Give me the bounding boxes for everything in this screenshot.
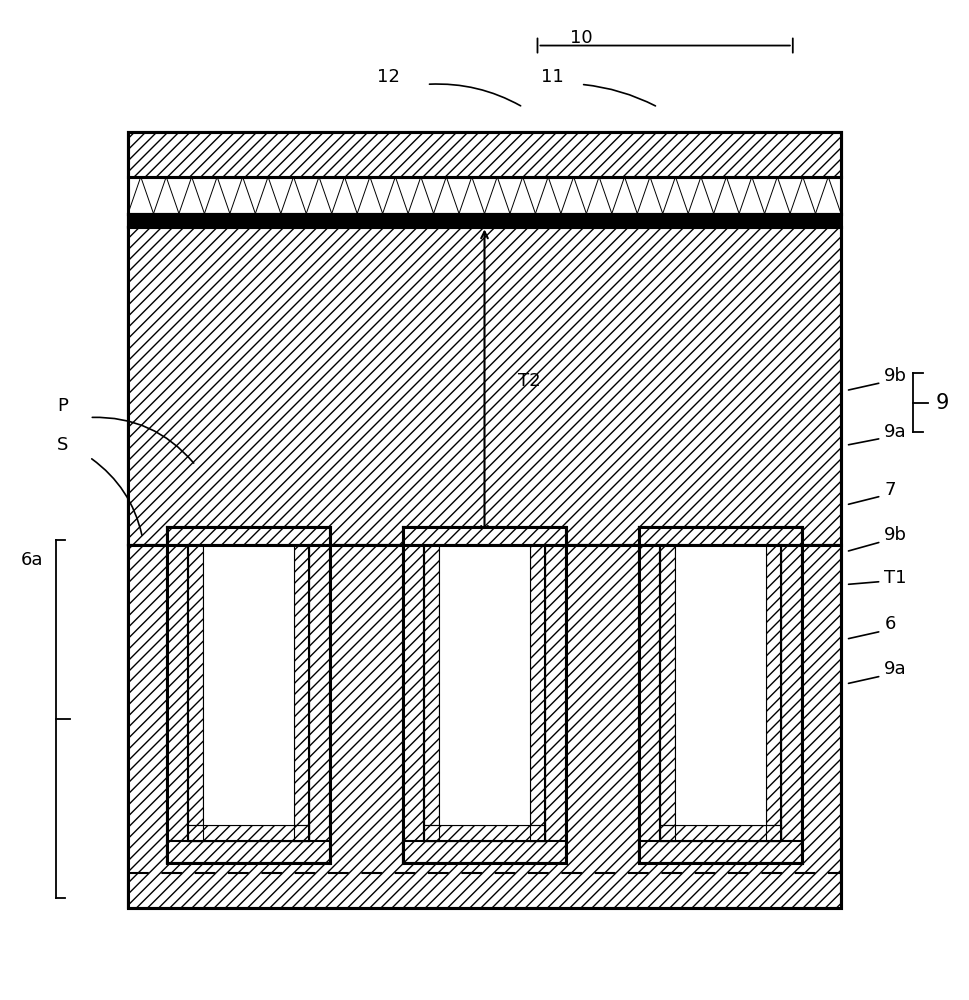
Bar (660, 545, 781, 841)
Bar (203, 545, 294, 825)
Text: T1: T1 (885, 569, 907, 587)
Bar (766, 545, 781, 841)
Bar (660, 545, 675, 841)
Bar (309, 545, 330, 863)
Bar (188, 545, 309, 841)
Text: 10: 10 (570, 29, 592, 47)
Bar (188, 825, 309, 841)
Bar (675, 545, 766, 825)
Bar (423, 825, 546, 841)
Text: 9: 9 (935, 393, 949, 413)
Bar (402, 527, 567, 545)
Bar (546, 545, 567, 863)
Bar (530, 545, 546, 841)
Bar (660, 825, 781, 841)
Bar (167, 545, 188, 863)
Text: 9a: 9a (885, 660, 907, 678)
Bar (128, 132, 841, 908)
Bar (128, 132, 841, 177)
Bar (128, 214, 841, 227)
Bar (167, 527, 330, 545)
Bar (128, 132, 841, 908)
Text: 7: 7 (885, 481, 895, 499)
Bar (128, 227, 841, 545)
Bar (439, 545, 530, 825)
Bar (402, 545, 423, 863)
Text: 6: 6 (885, 615, 895, 633)
Text: 11: 11 (541, 68, 563, 86)
Text: T2: T2 (518, 372, 541, 390)
Text: S: S (57, 436, 68, 454)
Text: 9a: 9a (885, 423, 907, 441)
Bar (781, 545, 802, 863)
Bar (639, 841, 802, 863)
Text: P: P (57, 397, 68, 415)
Bar (294, 545, 309, 841)
Text: 6a: 6a (20, 551, 44, 569)
Bar (167, 841, 330, 863)
Text: 9b: 9b (885, 526, 907, 544)
Bar (423, 545, 546, 841)
Bar (188, 545, 203, 841)
Bar (402, 841, 567, 863)
Bar (639, 527, 802, 545)
Bar (423, 545, 439, 841)
Bar (128, 545, 841, 908)
Text: 12: 12 (377, 68, 399, 86)
Text: 9b: 9b (885, 367, 907, 385)
Bar (639, 545, 660, 863)
